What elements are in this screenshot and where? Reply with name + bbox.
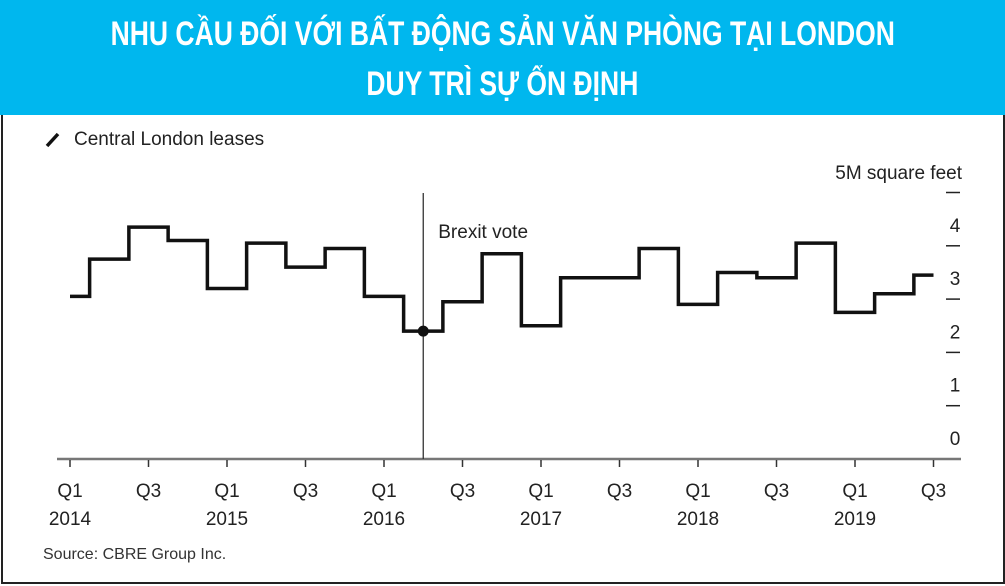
x-tick-year-label: 2016: [363, 509, 405, 530]
x-tick-label: Q1: [214, 481, 239, 502]
y-tick-label: 3: [950, 269, 961, 290]
title-banner: NHU CẦU ĐỐI VỚI BẤT ĐỘNG SẢN VĂN PHÒNG T…: [0, 0, 1005, 115]
x-tick-label: Q1: [57, 481, 82, 502]
legend-label: Central London leases: [74, 129, 264, 150]
series-line-central-london-leases: [70, 225, 934, 333]
x-tick-label: Q3: [136, 481, 161, 502]
y-tick-label: 0: [950, 429, 961, 450]
x-tick-year-label: 2017: [520, 509, 562, 530]
x-tick-label: Q1: [371, 481, 396, 502]
x-tick-label: Q3: [450, 481, 475, 502]
x-tick-label: Q3: [921, 481, 946, 502]
title-line-2: DUY TRÌ SỰ ỔN ĐỊNH: [366, 65, 639, 103]
x-tick-label: Q1: [528, 481, 553, 502]
x-tick-year-label: 2019: [834, 509, 876, 530]
legend-line-icon: [45, 132, 60, 148]
y-tick-label: 4: [950, 216, 961, 237]
y-tick-label: 2: [950, 322, 961, 343]
y-tick-label: 1: [950, 376, 961, 397]
x-tick-label: Q3: [764, 481, 789, 502]
x-tick-year-label: 2015: [206, 509, 248, 530]
x-tick-label: Q1: [685, 481, 710, 502]
chart-frame: [1, 115, 1005, 584]
x-tick-year-label: 2014: [49, 509, 92, 530]
brexit-vote-label: Brexit vote: [438, 222, 528, 243]
legend: Central London leases: [45, 129, 264, 150]
x-tick-label: Q3: [607, 481, 632, 502]
y-axis-label: 5M square feet: [835, 163, 962, 184]
x-tick-label: Q1: [842, 481, 867, 502]
source-note: Source: CBRE Group Inc.: [43, 546, 226, 563]
x-tick-label: Q3: [293, 481, 318, 502]
title-line-1: NHU CẦU ĐỐI VỚI BẤT ĐỘNG SẢN VĂN PHÒNG T…: [110, 15, 895, 53]
brexit-vote-marker: [417, 325, 429, 337]
x-tick-year-label: 2018: [677, 509, 719, 530]
